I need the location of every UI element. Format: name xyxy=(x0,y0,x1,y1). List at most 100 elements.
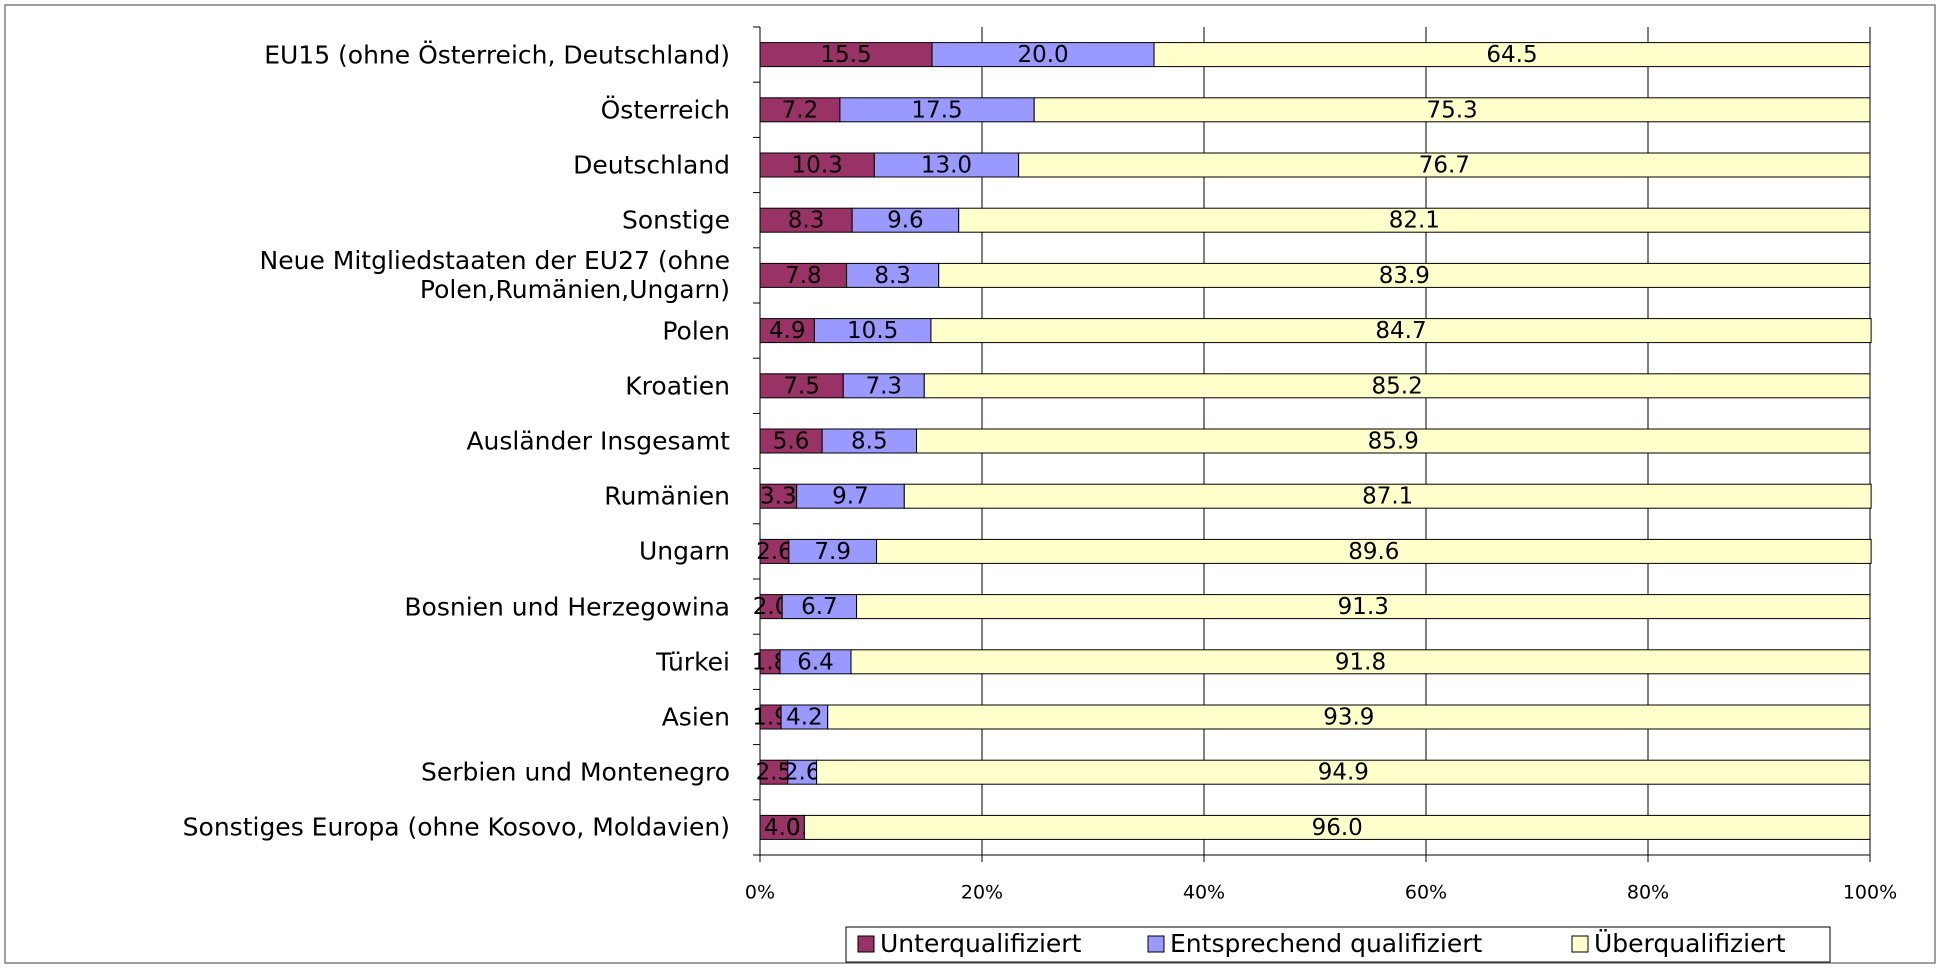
bar-segment xyxy=(916,428,1871,454)
data-label: 4.9 xyxy=(769,318,806,344)
x-tick-label: 80% xyxy=(1627,882,1669,904)
data-label: 75.3 xyxy=(1426,97,1477,123)
data-label: 8.3 xyxy=(788,208,825,234)
data-label: 87.1 xyxy=(1362,484,1413,510)
data-label: 9.6 xyxy=(887,208,924,234)
legend-label: Unterqualifiziert xyxy=(880,929,1082,958)
y-tick-label: Deutschland xyxy=(573,150,730,180)
y-tick-label: Serbien und Montenegro xyxy=(420,757,730,787)
data-label: 94.9 xyxy=(1318,760,1369,786)
data-label: 10.5 xyxy=(847,318,898,344)
data-label: 91.8 xyxy=(1335,649,1386,675)
y-tick-label: Kroatien xyxy=(625,371,730,401)
bar-segment xyxy=(759,97,841,123)
data-label: 85.9 xyxy=(1368,429,1419,455)
chart-border xyxy=(4,4,1936,964)
bar-segment xyxy=(759,207,853,233)
y-tick-label: Rumänien xyxy=(604,481,730,511)
legend-box xyxy=(845,926,1831,963)
bar-segment xyxy=(759,759,789,785)
legend-swatch xyxy=(1147,935,1165,953)
data-label: 82.1 xyxy=(1389,208,1440,234)
bar-segment xyxy=(873,152,1020,178)
data-label: 6.7 xyxy=(801,594,838,620)
y-tick-label: Sonstige xyxy=(621,205,730,235)
bar-segment xyxy=(787,759,818,785)
data-label: 91.3 xyxy=(1338,594,1389,620)
data-label: 5.6 xyxy=(773,429,810,455)
bar-segment xyxy=(821,428,918,454)
data-label: 7.9 xyxy=(814,539,851,565)
bar-segment xyxy=(759,814,805,840)
data-label: 10.3 xyxy=(792,153,843,179)
data-label: 6.4 xyxy=(797,649,834,675)
data-label: 2.5 xyxy=(756,760,793,786)
legend-label: Überqualifiziert xyxy=(1594,929,1786,958)
bar-segment xyxy=(827,704,1871,730)
x-tick-label: 0% xyxy=(745,882,775,904)
bar-segment xyxy=(759,428,823,454)
legend-label: Entsprechend qualifiziert xyxy=(1170,929,1482,958)
x-tick-label: 100% xyxy=(1843,882,1897,904)
y-tick-label: Bosnien und Herzegowina xyxy=(404,592,730,622)
data-label: 96.0 xyxy=(1312,815,1363,841)
y-tick-label: Neue Mitgliedstaaten der EU27 (ohne Pole… xyxy=(259,246,730,305)
y-tick-label: Türkei xyxy=(656,647,730,677)
bar-segment xyxy=(850,649,1871,675)
bar-segment xyxy=(839,97,1035,123)
bar-segment xyxy=(779,649,852,675)
data-label: 4.2 xyxy=(786,705,823,731)
bar-segment xyxy=(1153,42,1871,68)
bar-segment xyxy=(846,262,940,288)
x-tick-label: 40% xyxy=(1183,882,1225,904)
data-label: 20.0 xyxy=(1017,42,1068,68)
bar-segment xyxy=(796,483,905,509)
bar-segment xyxy=(851,207,960,233)
bar-segment xyxy=(1018,152,1871,178)
bar-segment xyxy=(1033,97,1871,123)
bar-segment xyxy=(931,42,1155,68)
data-label: 83.9 xyxy=(1379,263,1430,289)
x-tick-label: 20% xyxy=(961,882,1003,904)
data-label: 93.9 xyxy=(1323,705,1374,731)
bar-segment xyxy=(938,262,1871,288)
bar-segment xyxy=(842,373,925,399)
data-label: 7.2 xyxy=(782,97,819,123)
bar-segment xyxy=(856,594,1871,620)
bar-segment xyxy=(781,594,858,620)
bar-segment xyxy=(803,814,1871,840)
bar-segment xyxy=(923,373,1871,399)
y-tick-label: Ungarn xyxy=(638,536,730,566)
bar-segment xyxy=(759,483,798,509)
y-tick-label: Sonstiges Europa (ohne Kosovo, Moldavien… xyxy=(182,812,730,842)
bar-segment xyxy=(759,262,848,288)
data-label: 4.0 xyxy=(764,815,801,841)
data-label: 7.8 xyxy=(785,263,822,289)
bar-segment xyxy=(780,704,829,730)
bar-segment xyxy=(816,759,1871,785)
bar-segment xyxy=(876,538,1872,564)
bar-segment xyxy=(903,483,1872,509)
y-tick-label: Asien xyxy=(661,702,730,732)
legend-swatch xyxy=(1571,935,1589,953)
data-label: 8.5 xyxy=(851,429,888,455)
data-label: 7.3 xyxy=(865,373,902,399)
y-tick-label: Österreich xyxy=(600,95,730,125)
y-tick-label: Polen xyxy=(662,316,730,346)
y-tick-label: EU15 (ohne Österreich, Deutschland) xyxy=(264,40,730,70)
data-label: 9.7 xyxy=(832,484,869,510)
bar-segment xyxy=(759,42,933,68)
data-label: 76.7 xyxy=(1419,153,1470,179)
data-label: 8.3 xyxy=(874,263,911,289)
bar-segment xyxy=(759,318,815,344)
bar-segment xyxy=(930,318,1872,344)
data-label: 64.5 xyxy=(1486,42,1537,68)
bar-segment xyxy=(759,373,844,399)
legend-swatch xyxy=(857,935,875,953)
data-label: 2.6 xyxy=(756,539,793,565)
x-tick-label: 60% xyxy=(1405,882,1447,904)
data-label: 15.5 xyxy=(820,42,871,68)
data-label: 3.3 xyxy=(760,484,797,510)
data-label: 13.0 xyxy=(921,153,972,179)
